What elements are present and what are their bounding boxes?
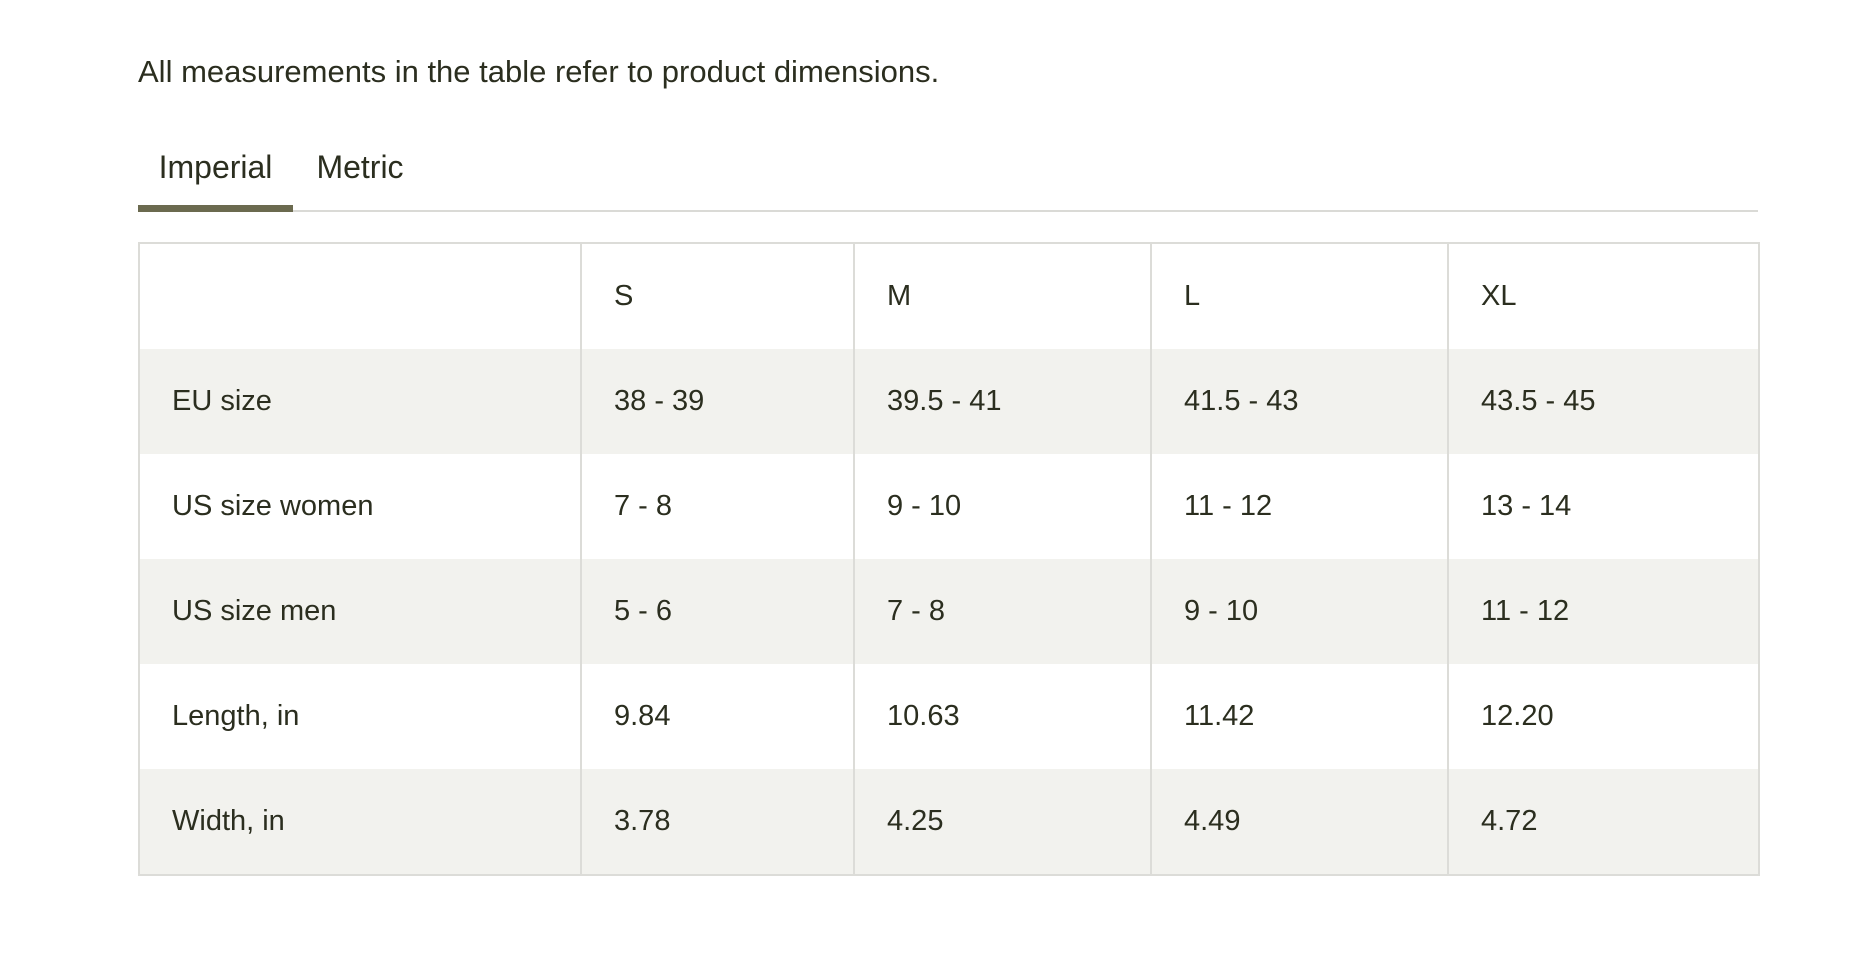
table-cell: 9.84	[580, 664, 854, 769]
table-cell: 38 - 39	[580, 349, 854, 454]
table-cell: 11.42	[1150, 664, 1448, 769]
header-cell-empty	[139, 243, 581, 349]
table-cell: 7 - 8	[580, 454, 854, 559]
measurement-note: All measurements in the table refer to p…	[138, 54, 940, 89]
size-chart-table: S M L XL EU size 38 - 39 39.5 - 41 41.5 …	[138, 242, 1760, 876]
unit-tabs: Imperial Metric	[138, 142, 1758, 212]
table-cell: 4.49	[1150, 769, 1448, 875]
header-cell-l: L	[1150, 243, 1448, 349]
row-label: Length, in	[172, 700, 300, 732]
table-row: US size women 7 - 8 9 - 10 11 - 12 13 - …	[139, 454, 1759, 559]
table-cell: 9 - 10	[853, 454, 1151, 559]
table-cell: 3.78	[580, 769, 854, 875]
row-label: US size women	[172, 490, 374, 522]
table-cell: 10.63	[853, 664, 1151, 769]
table-cell: 4.25	[853, 769, 1151, 875]
table-cell: 7 - 8	[853, 559, 1151, 664]
table-header-row: S M L XL	[139, 243, 1759, 349]
table-cell: 43.5 - 45	[1447, 349, 1759, 454]
table-row: EU size 38 - 39 39.5 - 41 41.5 - 43 43.5…	[139, 349, 1759, 454]
tab-imperial[interactable]: Imperial	[158, 149, 273, 185]
table-row: US size men 5 - 6 7 - 8 9 - 10 11 - 12	[139, 559, 1759, 664]
row-label: US size men	[139, 559, 581, 664]
table-cell: 5 - 6	[580, 559, 854, 664]
table-cell: 41.5 - 43	[1150, 349, 1448, 454]
table-row: Length, in 9.84 10.63 11.42 12.20	[139, 664, 1759, 769]
table-cell: 39.5 - 41	[853, 349, 1151, 454]
header-cell-s: S	[580, 243, 854, 349]
header-cell-m: M	[853, 243, 1151, 349]
table-cell: 9 - 10	[1150, 559, 1448, 664]
table-cell: 11 - 12	[1447, 559, 1759, 664]
table-cell: 11 - 12	[1150, 454, 1448, 559]
table-cell: 12.20	[1447, 664, 1759, 769]
row-label: EU size	[139, 349, 581, 454]
tab-metric[interactable]: Metric	[316, 149, 404, 185]
table-cell: 13 - 14	[1447, 454, 1759, 559]
header-cell-xl: XL	[1447, 243, 1759, 349]
table-row: Width, in 3.78 4.25 4.49 4.72	[139, 769, 1759, 875]
row-label: Width, in	[139, 769, 581, 875]
active-tab-indicator	[138, 205, 293, 212]
table-cell: 4.72	[1447, 769, 1759, 875]
